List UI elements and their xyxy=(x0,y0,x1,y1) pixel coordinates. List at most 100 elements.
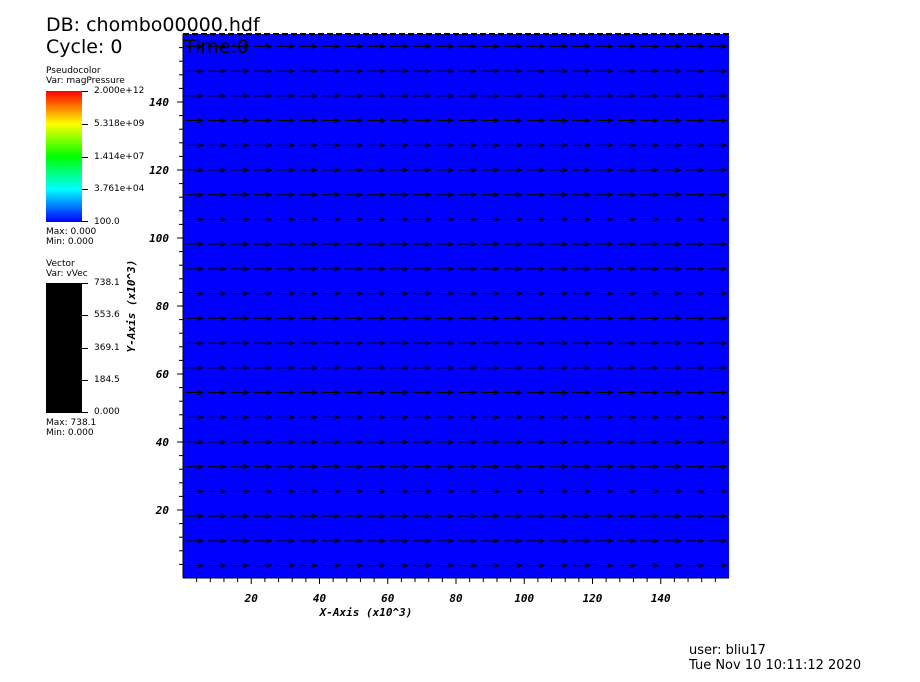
vector-arrow xyxy=(321,414,341,420)
vector-arrow xyxy=(253,414,273,420)
vector-arrow xyxy=(640,241,660,247)
pseudocolor-tick-label: 2.000e+12 xyxy=(94,86,145,96)
vector-arrow xyxy=(321,563,341,569)
vector-arrow xyxy=(617,488,637,494)
vector-arrow xyxy=(412,266,432,272)
vector-arrow xyxy=(412,93,432,99)
vector-arrow xyxy=(321,266,341,272)
vector-arrow xyxy=(435,538,455,544)
vector-arrow xyxy=(458,464,478,470)
vector-arrow xyxy=(276,513,296,519)
vector-arrow xyxy=(594,464,614,470)
vector-arrow xyxy=(572,43,592,49)
pseudocolor-tick-label: 3.761e+04 xyxy=(94,184,145,194)
vector-arrow xyxy=(549,439,569,445)
y-tick-label: 140 xyxy=(149,96,169,109)
vector-legend-var: Var: vVec xyxy=(46,269,88,279)
vector-arrow xyxy=(253,464,273,470)
vector-arrow xyxy=(617,142,637,148)
vector-arrow xyxy=(253,340,273,346)
vector-arrow xyxy=(367,464,387,470)
vector-arrow xyxy=(390,488,410,494)
vector-arrow xyxy=(299,142,319,148)
vector-arrow xyxy=(685,291,705,297)
vector-arrow xyxy=(367,93,387,99)
vector-arrow xyxy=(208,464,228,470)
vector-arrow xyxy=(526,439,546,445)
vector-arrow xyxy=(185,216,205,222)
vector-arrow xyxy=(344,439,364,445)
vector-tick-mark xyxy=(82,380,88,381)
vector-arrow xyxy=(481,315,501,321)
vector-arrow xyxy=(390,439,410,445)
vector-arrow xyxy=(572,68,592,74)
vector-arrow xyxy=(390,266,410,272)
vector-arrow xyxy=(276,464,296,470)
vector-arrow xyxy=(708,192,728,198)
vector-arrow xyxy=(299,414,319,420)
vector-arrow xyxy=(458,513,478,519)
vector-arrow xyxy=(526,390,546,396)
vector-arrow xyxy=(321,439,341,445)
vector-arrow xyxy=(663,538,683,544)
vector-arrow xyxy=(503,192,523,198)
vector-arrow xyxy=(299,216,319,222)
vector-min: Min: 0.000 xyxy=(46,428,94,438)
vector-arrow xyxy=(367,513,387,519)
vector-arrow xyxy=(685,167,705,173)
vector-arrow xyxy=(230,439,250,445)
vector-arrow xyxy=(253,365,273,371)
pseudocolor-tick-mark xyxy=(82,221,88,222)
vector-arrow xyxy=(299,390,319,396)
vector-arrow xyxy=(185,340,205,346)
vector-arrow xyxy=(481,118,501,124)
vector-arrow xyxy=(390,538,410,544)
vector-arrow xyxy=(685,93,705,99)
vector-arrow xyxy=(299,43,319,49)
vector-arrow xyxy=(185,241,205,247)
vector-arrow xyxy=(253,167,273,173)
vector-legend-title: Vector xyxy=(46,259,75,269)
y-tick-label: 100 xyxy=(149,232,169,245)
vector-arrow xyxy=(253,488,273,494)
vector-arrow xyxy=(208,241,228,247)
vector-arrow xyxy=(617,216,637,222)
vector-arrow xyxy=(572,167,592,173)
vector-arrow xyxy=(685,563,705,569)
vector-arrow xyxy=(663,216,683,222)
vector-arrow xyxy=(663,167,683,173)
vector-arrow xyxy=(594,414,614,420)
x-tick-label: 120 xyxy=(583,592,603,605)
vector-arrow xyxy=(185,365,205,371)
vector-arrow xyxy=(299,192,319,198)
vector-arrow xyxy=(503,538,523,544)
vector-arrow xyxy=(390,340,410,346)
vector-arrow xyxy=(390,513,410,519)
vector-arrow xyxy=(526,464,546,470)
vector-arrow xyxy=(708,241,728,247)
vector-arrow xyxy=(640,563,660,569)
vector-arrow xyxy=(458,266,478,272)
vector-tick-label: 184.5 xyxy=(94,375,120,385)
vector-arrow xyxy=(549,488,569,494)
vector-arrow xyxy=(549,291,569,297)
vector-arrow xyxy=(321,68,341,74)
vector-arrow xyxy=(481,365,501,371)
vector-arrow xyxy=(503,414,523,420)
vector-arrow xyxy=(685,488,705,494)
vector-arrow xyxy=(458,340,478,346)
vector-arrow xyxy=(412,390,432,396)
vector-arrow xyxy=(276,118,296,124)
vector-arrow xyxy=(640,464,660,470)
vector-arrow xyxy=(458,68,478,74)
vector-arrow xyxy=(640,68,660,74)
vector-arrow xyxy=(708,340,728,346)
vector-arrow xyxy=(412,488,432,494)
vector-arrow xyxy=(276,538,296,544)
vector-arrow xyxy=(412,439,432,445)
vector-arrow xyxy=(230,142,250,148)
vector-arrow xyxy=(276,390,296,396)
vector-arrow xyxy=(208,68,228,74)
vector-arrow xyxy=(185,488,205,494)
vector-arrow xyxy=(594,68,614,74)
